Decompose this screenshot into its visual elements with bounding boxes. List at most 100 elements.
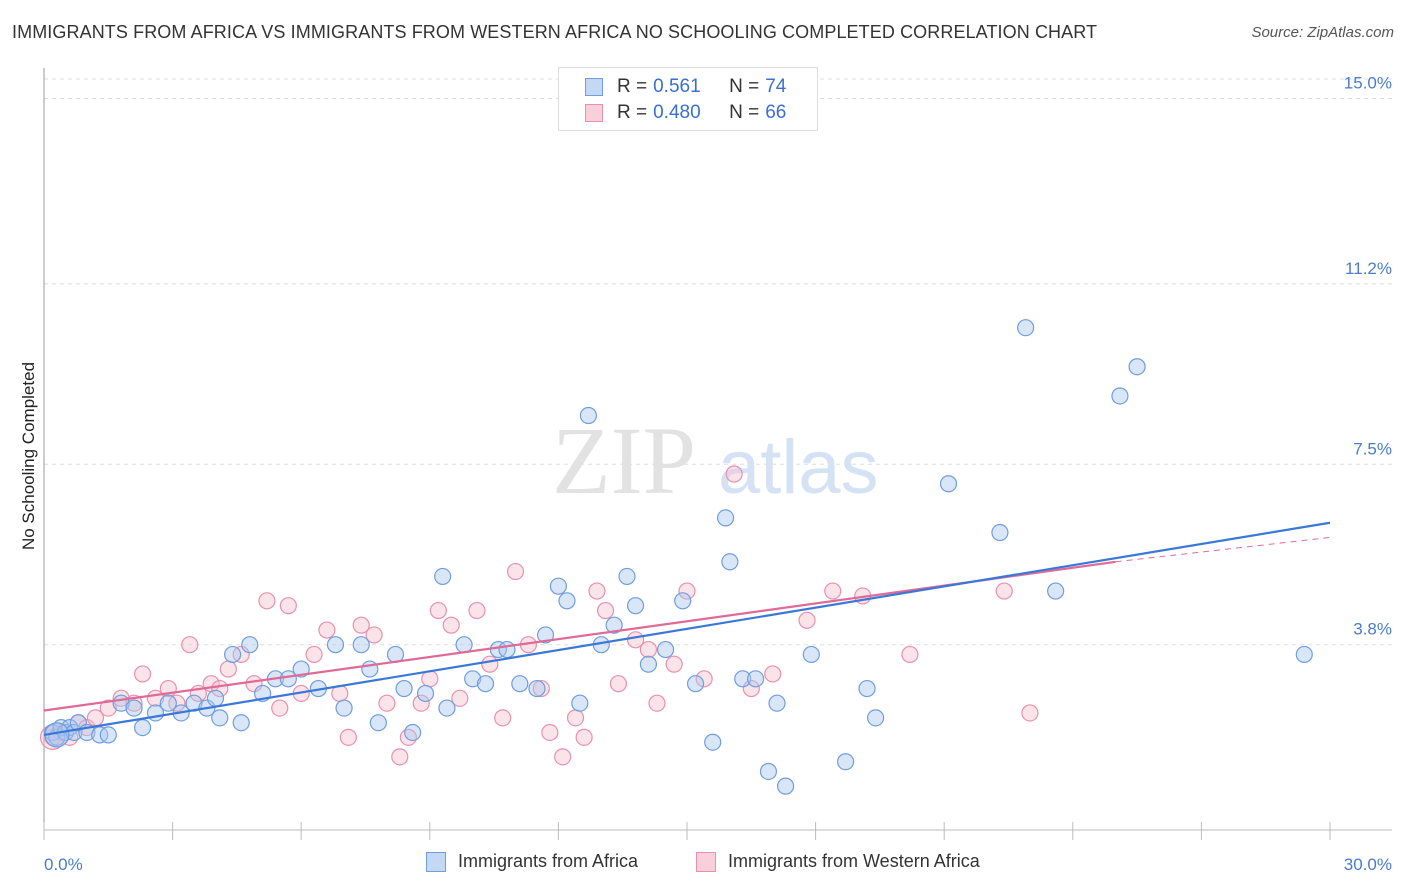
western-africa-point <box>541 723 559 742</box>
western-africa-point <box>742 679 760 698</box>
western-africa-point <box>481 655 499 673</box>
africa-point <box>455 636 473 654</box>
western-africa-point <box>99 699 117 717</box>
africa-point <box>867 709 885 727</box>
africa-point <box>686 675 705 693</box>
africa-point <box>416 684 435 703</box>
legend-n-label: N = <box>729 76 760 97</box>
axes <box>43 68 1392 831</box>
africa-point <box>224 645 242 664</box>
africa-point <box>1128 358 1146 376</box>
africa-point <box>528 679 546 698</box>
africa-point <box>721 553 739 571</box>
africa-point <box>639 655 658 673</box>
western-africa-point <box>133 665 152 683</box>
legend-r-value: 0.561 <box>653 76 701 97</box>
africa-point <box>939 475 958 493</box>
western-africa-point <box>678 582 696 600</box>
watermark: ZIP atlas <box>552 407 879 514</box>
africa-point <box>369 714 387 732</box>
western-africa-point <box>365 626 383 644</box>
africa-point <box>476 675 495 693</box>
western-africa-point <box>596 601 615 620</box>
africa-point <box>746 670 765 688</box>
legend-n-value: 74 <box>765 76 787 97</box>
africa-point <box>734 670 752 688</box>
africa-point <box>704 733 722 751</box>
source-credit: Source: ZipAtlas.com <box>1251 24 1394 41</box>
bottom-legend-label-africa: Immigrants from Africa <box>458 851 639 871</box>
western-africa-point <box>245 675 263 693</box>
africa-point <box>558 592 576 610</box>
legend-swatch-blue <box>585 78 603 96</box>
africa-point <box>69 714 87 732</box>
x-tick-label-min: 0.0% <box>44 855 83 874</box>
africa-point <box>211 709 229 727</box>
western-africa-point <box>575 728 593 746</box>
africa-point <box>352 636 370 654</box>
africa-point <box>498 640 516 659</box>
bottom-legend-label-western-africa: Immigrants from Western Africa <box>728 851 980 871</box>
western-africa-point <box>391 748 409 766</box>
bottom-legend-western-africa: Immigrants from Western Africa <box>696 851 980 872</box>
africa-point <box>1017 319 1035 337</box>
western-africa-point <box>412 694 430 712</box>
africa-point <box>605 616 623 634</box>
africa-point <box>511 675 529 693</box>
western-africa-point <box>588 582 606 600</box>
trend-lines <box>43 521 1331 736</box>
western-africa-point <box>901 645 919 664</box>
legend-r-label: R = <box>617 102 648 123</box>
y-tick-labels: 3.8% 7.5% 11.2% 15.0% <box>1344 74 1392 639</box>
western-africa-point <box>764 665 782 683</box>
legend-n-value: 66 <box>765 102 787 123</box>
western-africa-point <box>429 601 447 620</box>
africa-point <box>434 567 452 586</box>
western-africa-point <box>725 465 743 483</box>
africa-point <box>1295 645 1313 664</box>
legend-r-value: 0.480 <box>653 102 701 123</box>
africa-point <box>802 645 820 664</box>
africa-point <box>133 718 152 737</box>
y-tick-label: 11.2% <box>1345 259 1392 278</box>
western-africa-point <box>695 670 713 688</box>
western-africa-point <box>352 616 370 634</box>
africa-point <box>626 597 645 615</box>
western-africa-point <box>1021 704 1039 722</box>
watermark-zip: ZIP <box>552 407 696 514</box>
western-africa-point <box>506 562 525 581</box>
western-africa-point <box>339 728 357 746</box>
africa-point <box>125 699 143 717</box>
gridlines <box>44 78 1392 646</box>
western-africa-point <box>494 709 512 727</box>
correlation-legend: R = 0.561 N = 74 R = 0.480 N = 66 <box>558 67 818 131</box>
y-tick-label: 7.5% <box>1353 439 1392 458</box>
western-africa-point <box>824 582 842 600</box>
africa-point <box>326 636 345 654</box>
africa-point <box>991 523 1009 542</box>
western-africa-point <box>181 636 199 654</box>
western-africa-point <box>532 679 550 698</box>
africa-point <box>1047 582 1065 600</box>
watermark-atlas: atlas <box>718 425 879 510</box>
y-tick-label: 3.8% <box>1353 620 1392 639</box>
western-africa-point <box>279 597 297 615</box>
africa-point <box>776 777 795 795</box>
bottom-legend-africa: Immigrants from Africa <box>426 851 638 872</box>
africa-point <box>618 567 636 586</box>
western-africa-point <box>995 582 1013 600</box>
western-africa-point <box>271 699 289 717</box>
africa-point <box>241 636 259 654</box>
western-africa-point <box>566 709 585 727</box>
legend-row-western-africa: R = 0.480 N = 66 <box>585 101 786 125</box>
western-africa-point <box>798 611 816 629</box>
africa-point <box>464 670 482 688</box>
legend-row-africa: R = 0.561 N = 74 <box>585 75 786 99</box>
western-africa-point <box>468 601 486 620</box>
bottom-legend-swatch-blue <box>426 851 446 872</box>
western-africa-point <box>451 689 469 707</box>
africa-point <box>99 726 117 744</box>
x-tick-label-max: 30.0% <box>1344 855 1392 874</box>
y-axis-label: No Schooling Completed <box>19 362 38 550</box>
